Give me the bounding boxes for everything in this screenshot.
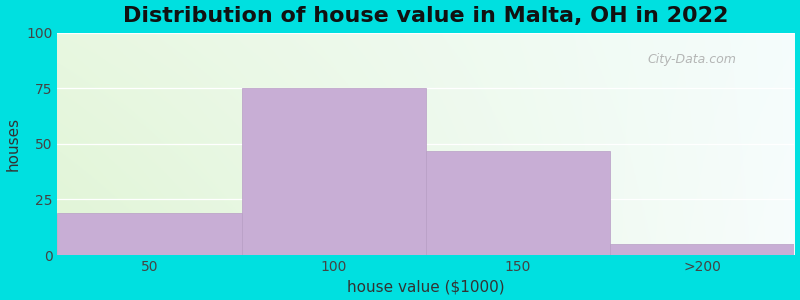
Bar: [58, 213, 242, 255]
Bar: [426, 151, 610, 255]
Bar: [242, 88, 426, 255]
Title: Distribution of house value in Malta, OH in 2022: Distribution of house value in Malta, OH…: [123, 6, 729, 26]
X-axis label: house value ($1000): house value ($1000): [347, 279, 505, 294]
Text: City-Data.com: City-Data.com: [647, 53, 736, 66]
Bar: [610, 244, 794, 255]
Y-axis label: houses: houses: [6, 117, 21, 171]
